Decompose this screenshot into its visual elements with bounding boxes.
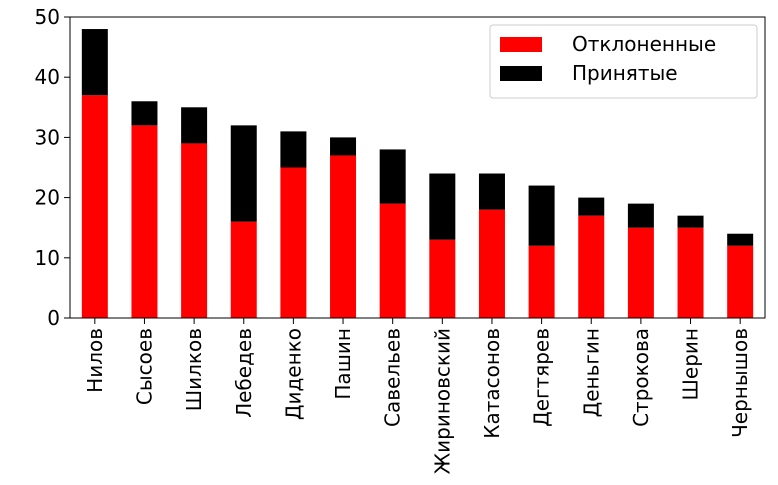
bar-segment <box>627 227 654 318</box>
x-tick-label: Пашин <box>331 328 355 400</box>
legend-label: Принятые <box>572 61 678 85</box>
y-tick-label: 30 <box>35 125 60 149</box>
x-tick-label: Чернышов <box>728 328 752 438</box>
bar-segment <box>181 143 208 318</box>
x-tick-label: Шерин <box>679 328 703 400</box>
y-tick-label: 10 <box>35 246 60 270</box>
plot-frame <box>69 16 766 319</box>
bar-segment <box>528 245 555 318</box>
x-tick-label: Савельев <box>381 328 405 427</box>
bar-segment <box>330 155 357 318</box>
bar-segment <box>578 197 605 216</box>
bar-segment <box>280 131 307 168</box>
bar-segment <box>478 173 505 210</box>
x-tick-label: Катасонов <box>480 328 504 439</box>
bar-segment <box>379 203 406 318</box>
bar-segment <box>677 227 704 318</box>
y-tick-label: 20 <box>35 186 60 210</box>
bar-segment <box>330 137 357 156</box>
x-tick-label: Дегтярев <box>530 328 554 427</box>
y-tick-label: 0 <box>47 306 60 330</box>
legend-box <box>489 24 758 99</box>
x-tick-label: Шилков <box>182 328 206 411</box>
bar-segment <box>578 215 605 318</box>
bar-segment <box>81 29 108 96</box>
bar-segment <box>727 245 754 318</box>
legend-swatch <box>500 37 542 52</box>
bar-segment <box>280 167 307 318</box>
legend-swatch <box>500 66 542 81</box>
y-tick-label: 50 <box>35 5 60 29</box>
bar-segment <box>478 209 505 318</box>
x-tick-label: Лебедев <box>232 328 256 418</box>
bar-segment <box>528 185 555 246</box>
bar-segment <box>131 125 158 318</box>
bar-segment <box>627 203 654 228</box>
bar-segment <box>230 125 257 222</box>
x-tick-label: Жириновский <box>430 328 454 474</box>
bar-segment <box>429 173 456 240</box>
x-tick-label: Диденко <box>281 328 305 420</box>
bar-segment <box>429 239 456 318</box>
bar-segment <box>81 95 108 318</box>
bar-segment <box>727 233 754 246</box>
bar-segment <box>230 221 257 318</box>
x-tick-label: Строкова <box>629 328 653 427</box>
legend-label: Отклоненные <box>572 32 716 56</box>
bar-segment <box>181 107 208 144</box>
bar-segment <box>131 101 158 126</box>
bar-segment <box>677 215 704 228</box>
bar-segment <box>379 149 406 204</box>
x-tick-label: Сысоев <box>132 328 156 405</box>
x-tick-label: Нилов <box>83 328 107 393</box>
y-tick-label: 40 <box>35 65 60 89</box>
x-tick-label: Деньгин <box>579 328 603 417</box>
